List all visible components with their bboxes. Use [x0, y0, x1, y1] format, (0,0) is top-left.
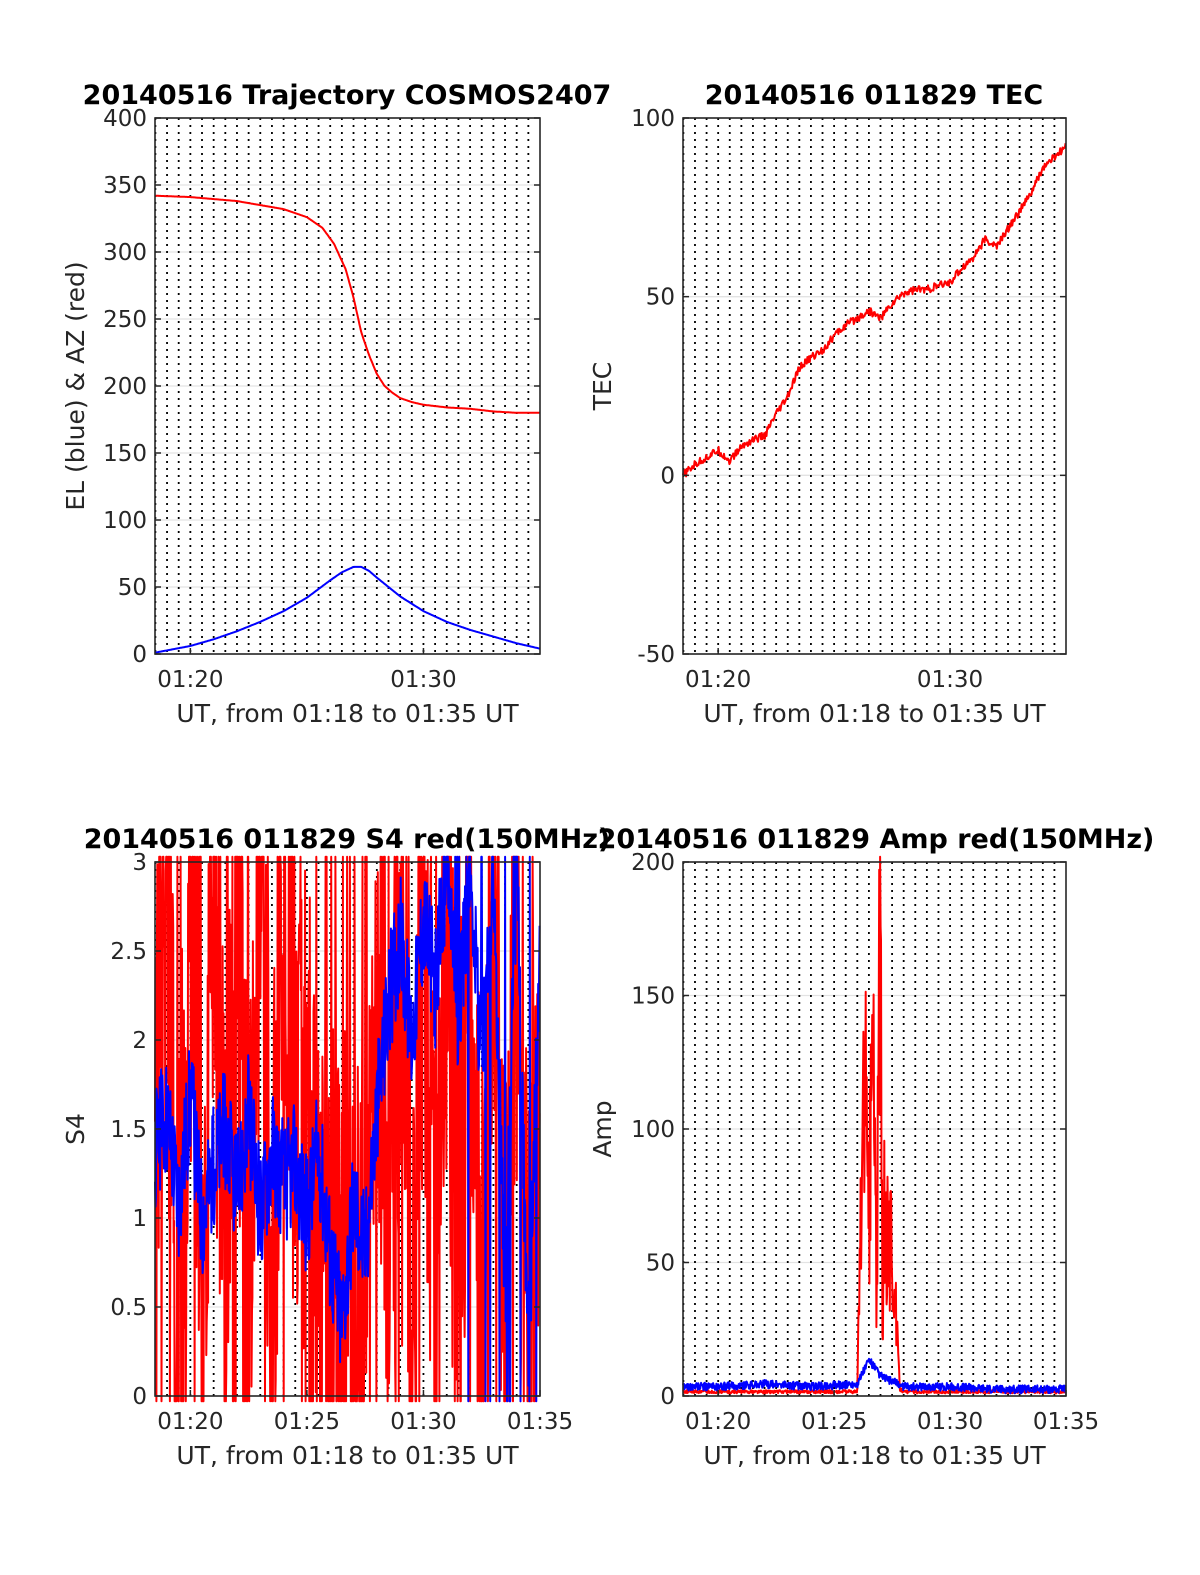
chart-title: 20140516 011829 S4 red(150MHz): [84, 824, 611, 855]
x-axis-label: UT, from 01:18 to 01:35 UT: [703, 1441, 1046, 1470]
chart-title: 20140516 011829 TEC: [705, 80, 1044, 111]
y-tick-label: 50: [646, 1251, 675, 1277]
y-tick-label: 150: [103, 441, 147, 467]
y-tick-label: 50: [646, 285, 675, 311]
y-axis-label: Amp: [588, 1100, 617, 1157]
x-tick-label: 01:30: [390, 1409, 456, 1435]
y-tick-label: 250: [103, 307, 147, 333]
y-axis-label: TEC: [588, 362, 617, 412]
x-tick-label: 01:30: [917, 1409, 983, 1435]
plot-area: [683, 118, 1066, 654]
series-line-red: [682, 143, 1067, 478]
axes-box: [682, 117, 1067, 655]
y-tick-label: 0: [660, 463, 675, 489]
y-tick-label: 400: [103, 106, 147, 132]
y-tick-label: 200: [103, 374, 147, 400]
y-axis-label: EL (blue) & AZ (red): [61, 261, 90, 510]
trajectory-panel: 0 50 100 150 200 250 300 350 400 01:20 01:30 201405…: [61, 80, 611, 728]
y-tick-label: 100: [631, 106, 675, 132]
y-tick-label: -50: [637, 642, 675, 668]
series-line-red: [154, 855, 541, 1403]
y-tick-label: 0: [132, 642, 147, 668]
tec-panel: -50 0 50 100 01:20 01:30 20140516 011829 TEC UT…: [588, 80, 1067, 728]
y-tick-label: 200: [631, 850, 675, 876]
y-tick-label: 2.5: [110, 939, 147, 965]
y-tick-label: 300: [103, 240, 147, 266]
x-tick-label: 01:35: [507, 1409, 573, 1435]
y-tick-label: 2: [132, 1028, 147, 1054]
y-tick-label: 350: [103, 173, 147, 199]
x-tick-label: 01:25: [274, 1409, 340, 1435]
x-tick-label: 01:35: [1033, 1409, 1099, 1435]
y-axis-label: S4: [61, 1113, 90, 1145]
x-tick-label: 01:30: [390, 667, 456, 693]
y-tick-label: 0.5: [110, 1295, 147, 1321]
y-tick-label: 0: [660, 1384, 675, 1410]
x-tick-label: 01:20: [157, 1409, 223, 1435]
y-tick-label: 150: [631, 984, 675, 1010]
y-tick-label: 1: [132, 1206, 147, 1232]
chart-title: 20140516 011829 Amp red(150MHz): [598, 824, 1155, 855]
chart-title: 20140516 Trajectory COSMOS2407: [83, 80, 612, 111]
series-line-red: [154, 194, 540, 414]
y-tick-label: 100: [631, 1117, 675, 1143]
x-tick-label: 01:20: [685, 667, 751, 693]
x-tick-label: 01:30: [917, 667, 983, 693]
x-tick-label: 01:25: [801, 1409, 867, 1435]
y-tick-label: 100: [103, 508, 147, 534]
y-tick-label: 3: [132, 850, 147, 876]
y-tick-label: 0: [132, 1384, 147, 1410]
series-line-blue: [682, 1357, 1067, 1395]
x-axis-label: UT, from 01:18 to 01:35 UT: [176, 1441, 519, 1470]
series-line-blue: [154, 855, 541, 1403]
y-tick-label: 50: [118, 575, 147, 601]
y-tick-label: 1.5: [110, 1117, 147, 1143]
s4-panel: 0 0.5 1 1.5 2 2.5 3 01:20 01:25 01:30 01:35 2014051…: [61, 824, 610, 1470]
amp-panel: 0 50 100 150 200 01:20 01:25 01:30 01:35 20140516…: [588, 824, 1154, 1470]
x-tick-label: 01:20: [157, 667, 223, 693]
series-line-blue: [154, 565, 540, 654]
x-axis-label: UT, from 01:18 to 01:35 UT: [703, 699, 1046, 728]
x-tick-label: 01:20: [685, 1409, 751, 1435]
x-axis-label: UT, from 01:18 to 01:35 UT: [176, 699, 519, 728]
